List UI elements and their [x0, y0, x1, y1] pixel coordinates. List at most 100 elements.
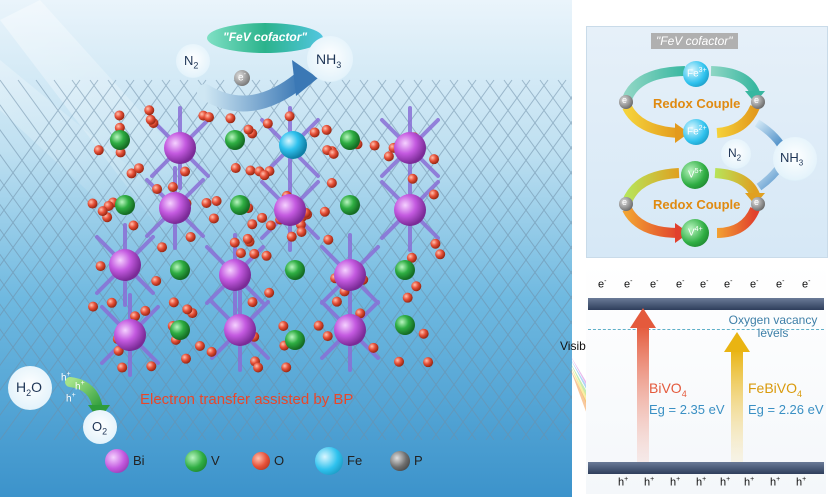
febivo4-bandgap: Eg = 2.26 eV [748, 402, 824, 417]
oxygen-atom [418, 328, 429, 339]
transfer-caption: Electron transfer assisted by BP [140, 391, 354, 408]
vanadium-atom [395, 315, 415, 335]
oxygen-atom [140, 305, 151, 316]
bismuth-atom [394, 194, 426, 226]
vanadium-atom [110, 130, 130, 150]
cycle-n2-label: N2 [728, 146, 742, 163]
oxygen-atom [309, 127, 320, 138]
oxygen-atom [321, 124, 332, 135]
bismuth-atom [394, 132, 426, 164]
oxygen-atom [247, 219, 258, 230]
hole-symbol: h+ [770, 476, 781, 489]
oxygen-atom [429, 154, 440, 165]
oxygen-atom [435, 249, 446, 260]
cycle-nh3-molecule: NH3 [773, 137, 817, 181]
hole-row: h+ h+ h+ h+ h+ h+ h+ h+ [586, 476, 826, 492]
vanadium-atom [395, 260, 415, 280]
oxygen-atom [281, 362, 292, 373]
electron-symbol: e- [750, 278, 759, 291]
v5-ion: V5+ [681, 161, 709, 189]
nh3-label: NH3 [316, 51, 342, 70]
oxygen-vacancy-label: Oxygen vacancy levels [728, 313, 818, 340]
legend-label-bi: Bi [133, 453, 145, 468]
redox-couple-v: Redox Couple [653, 197, 741, 212]
oxygen-atom [168, 297, 179, 308]
oxygen-vacancy-line [588, 329, 824, 330]
nh3-molecule: NH3 [307, 36, 353, 82]
o2-label: O2 [92, 419, 108, 437]
oxygen-atom [261, 250, 272, 261]
bismuth-atom [219, 259, 251, 291]
electron-label: e- [238, 71, 246, 84]
electron-symbol: e- [676, 278, 685, 291]
oxygen-atom [133, 163, 144, 174]
fe3-ion: Fe3+ [683, 61, 709, 87]
hole-symbol: h+ [670, 476, 681, 489]
main-illustration-panel: "FeV cofactor" N2 e- NH3 H2O h+ h+ h+ O2… [0, 0, 572, 497]
oxygen-atom [201, 197, 212, 208]
oxygen-atom [262, 118, 273, 129]
oxygen-atom [296, 226, 307, 237]
v4-ion: V4+ [681, 219, 709, 247]
electron-dot-3: e [619, 197, 633, 211]
oxygen-atom [185, 231, 196, 242]
oxygen-atom [117, 362, 128, 373]
oxygen-atom [95, 261, 106, 272]
oxygen-atom [88, 301, 99, 312]
bivo4-arrow [630, 308, 656, 462]
hole-symbol: h+ [696, 476, 707, 489]
v5-label: V5+ [688, 168, 703, 181]
legend-swatch-p [390, 451, 410, 471]
vanadium-atom [230, 195, 250, 215]
electron-symbol: e- [598, 278, 607, 291]
oxygen-atom [229, 237, 240, 248]
electron-symbol: e- [802, 278, 811, 291]
oxygen-atom [259, 170, 270, 181]
oxygen-atom [313, 320, 324, 331]
oxygen-atom [181, 353, 192, 364]
hole-symbol: h+ [618, 476, 629, 489]
electron-symbol: e- [624, 278, 633, 291]
legend-swatch-fe [315, 447, 343, 475]
oxygen-atom [204, 112, 215, 123]
oxygen-atom [326, 178, 337, 189]
oxygen-atom [126, 168, 137, 179]
electron-dot: e- [234, 70, 250, 86]
oxygen-atom [208, 213, 219, 224]
oxygen-atom [114, 110, 125, 121]
oxygen-atom [247, 297, 258, 308]
valence-band [588, 462, 824, 474]
oxygen-atom [145, 114, 156, 125]
bismuth-atom [224, 314, 256, 346]
oxygen-atom [402, 292, 413, 303]
hole-label-2: h+ [75, 380, 85, 393]
oxygen-atom [286, 231, 297, 242]
hole-symbol: h+ [744, 476, 755, 489]
oxygen-atom [383, 151, 394, 162]
n2-molecule: N2 [176, 44, 210, 78]
oxygen-atom [151, 275, 162, 286]
cycle-nh3-label: NH3 [780, 150, 804, 168]
vanadium-atom [285, 260, 305, 280]
bivo4-name: BiVO4 [649, 380, 687, 399]
oxygen-atom [428, 189, 439, 200]
oxygen-atom [394, 356, 405, 367]
oxygen-atom [230, 163, 241, 174]
band-diagram-panel: e-e-e-e-e-e-e-e-e- Oxygen vacancy levels… [586, 262, 826, 494]
legend-swatch-v [185, 450, 207, 472]
cycle-n2-molecule: N2 [721, 139, 751, 169]
oxygen-atom [406, 252, 417, 263]
oxygen-atom [249, 248, 260, 259]
hole-symbol: h+ [644, 476, 655, 489]
vanadium-atom [170, 320, 190, 340]
bismuth-atom [274, 194, 306, 226]
fe2-ion: Fe2+ [683, 119, 709, 145]
h2o-label: H2O [16, 379, 43, 398]
oxygen-atom [182, 304, 193, 315]
oxygen-atom [157, 242, 168, 253]
legend-swatch-bi [105, 449, 129, 473]
legend-label-p: P [414, 453, 423, 468]
electron-symbol: e- [650, 278, 659, 291]
electron-dot-4: e [751, 197, 765, 211]
oxygen-atom [253, 362, 264, 373]
